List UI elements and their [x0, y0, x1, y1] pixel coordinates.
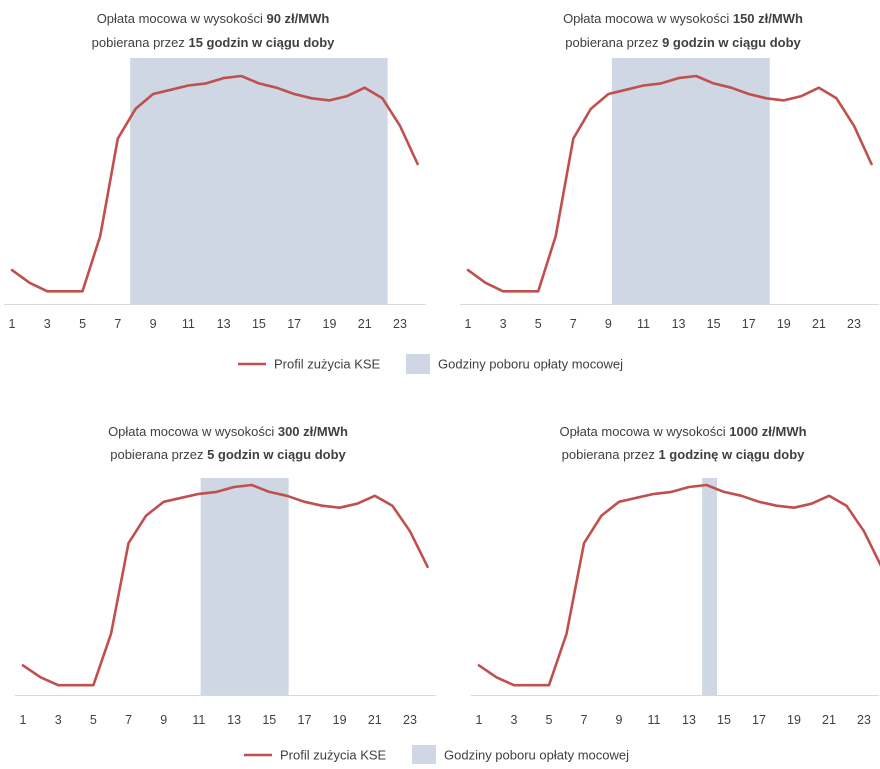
legend-bottom: Profil zużycia KSE Godziny poboru opłaty … — [244, 745, 629, 764]
x-tick-label: 17 — [752, 713, 766, 727]
x-tick-label: 1 — [476, 713, 483, 727]
x-tick-label: 21 — [812, 317, 826, 331]
chart-title-line2: pobierana przez 5 godzin w ciągu doby — [110, 447, 346, 462]
x-tick-label: 9 — [616, 713, 623, 727]
x-tick-label: 19 — [333, 713, 347, 727]
legend-band-swatch — [412, 745, 436, 764]
x-tick-label: 21 — [358, 317, 372, 331]
x-tick-label: 17 — [742, 317, 756, 331]
x-tick-label: 15 — [262, 713, 276, 727]
x-tick-label: 11 — [637, 317, 650, 331]
chart-title-line1: Opłata mocowa w wysokości 300 zł/MWh — [108, 424, 348, 439]
x-tick-label: 3 — [55, 713, 62, 727]
x-tick-label: 11 — [192, 713, 205, 727]
x-tick-label: 3 — [511, 713, 518, 727]
x-tick-label: 3 — [500, 317, 507, 331]
x-tick-label: 5 — [90, 713, 97, 727]
fee-hours-band — [702, 478, 717, 695]
x-tick-label: 1 — [9, 317, 16, 331]
x-tick-label: 15 — [252, 317, 266, 331]
x-tick-label: 23 — [403, 713, 417, 727]
x-tick-label: 13 — [217, 317, 231, 331]
x-tick-label: 23 — [393, 317, 407, 331]
x-tick-label: 7 — [125, 713, 132, 727]
x-tick-label: 7 — [114, 317, 121, 331]
x-tick-label: 1 — [20, 713, 27, 727]
fee-hours-band — [612, 58, 770, 304]
chart-title-line2: pobierana przez 15 godzin w ciągu doby — [92, 35, 336, 50]
x-tick-label: 5 — [79, 317, 86, 331]
x-tick-label: 5 — [535, 317, 542, 331]
x-tick-label: 17 — [298, 713, 312, 727]
x-tick-label: 11 — [182, 317, 195, 331]
x-tick-label: 17 — [287, 317, 301, 331]
legend-top: Profil zużycia KSE Godziny poboru opłaty … — [238, 354, 623, 374]
chart-title-line1: Opłata mocowa w wysokości 150 zł/MWh — [563, 11, 803, 26]
chart-title-line2: pobierana przez 1 godzinę w ciągu doby — [562, 447, 806, 462]
x-tick-label: 3 — [44, 317, 51, 331]
x-tick-label: 21 — [822, 713, 836, 727]
x-tick-label: 21 — [368, 713, 382, 727]
x-tick-label: 13 — [227, 713, 241, 727]
x-tick-label: 5 — [546, 713, 553, 727]
x-tick-label: 23 — [857, 713, 871, 727]
x-tick-label: 13 — [682, 713, 696, 727]
x-tick-label: 1 — [465, 317, 472, 331]
chart-title-line2: pobierana przez 9 godzin w ciągu doby — [565, 35, 801, 50]
x-tick-label: 19 — [787, 713, 801, 727]
x-tick-label: 9 — [160, 713, 167, 727]
legend-band-swatch — [406, 354, 430, 374]
x-tick-label: 19 — [323, 317, 337, 331]
x-tick-label: 19 — [777, 317, 791, 331]
legend-band-label: Godziny poboru opłaty mocowej — [444, 748, 629, 763]
x-tick-label: 9 — [150, 317, 157, 331]
legend-line-label: Profil zużycia KSE — [280, 748, 387, 763]
chart-title-line1: Opłata mocowa w wysokości 1000 zł/MWh — [559, 424, 806, 439]
x-tick-label: 9 — [605, 317, 612, 331]
x-tick-label: 7 — [581, 713, 588, 727]
x-tick-label: 11 — [648, 713, 661, 727]
x-tick-label: 13 — [672, 317, 686, 331]
legend-line-label: Profil zużycia KSE — [274, 357, 381, 372]
legend-band-label: Godziny poboru opłaty mocowej — [438, 357, 623, 372]
x-tick-label: 15 — [707, 317, 721, 331]
x-tick-label: 15 — [717, 713, 731, 727]
x-tick-label: 23 — [847, 317, 861, 331]
fee-hours-band — [201, 478, 289, 695]
chart-title-line1: Opłata mocowa w wysokości 90 zł/MWh — [97, 11, 330, 26]
consumption-line — [479, 485, 880, 685]
x-tick-label: 7 — [570, 317, 577, 331]
